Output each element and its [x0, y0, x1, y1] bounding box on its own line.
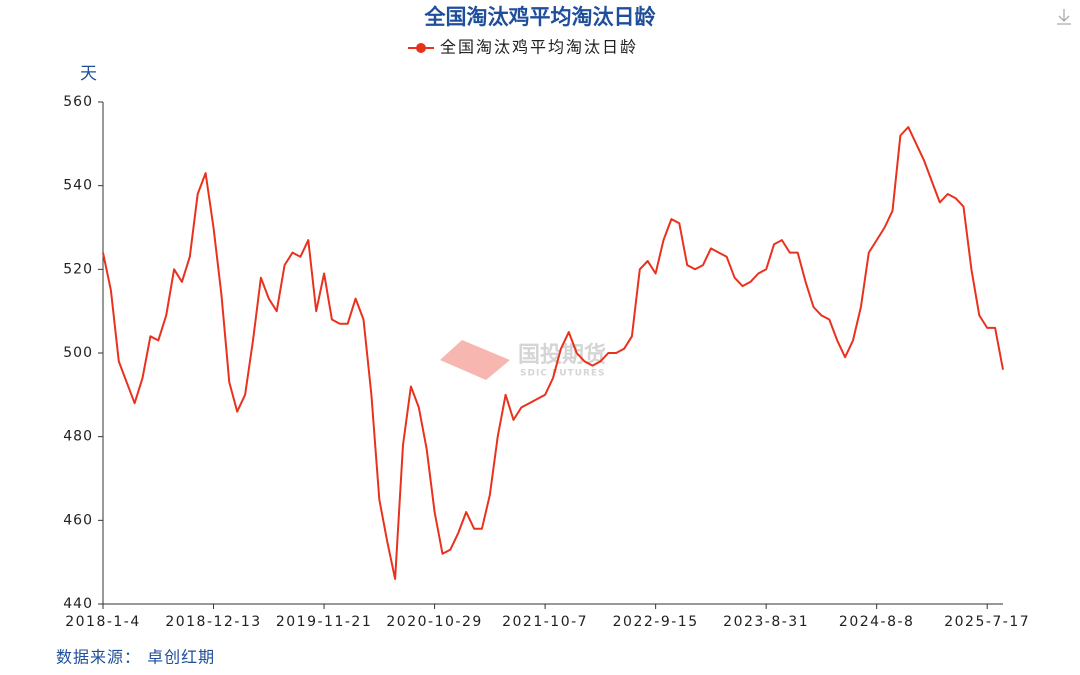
download-icon[interactable]	[1057, 9, 1071, 25]
x-tick-label: 2020-10-29	[386, 614, 482, 630]
y-tick-label: 500	[63, 345, 93, 361]
chart-title: 全国淘汰鸡平均淘汰日龄	[424, 5, 657, 29]
legend-label: 全国淘汰鸡平均淘汰日龄	[440, 38, 638, 57]
y-unit: 天	[80, 64, 97, 84]
series-line	[102, 126, 1004, 580]
source: 数据来源： 卓创红期	[56, 648, 215, 667]
y-tick-label: 480	[63, 429, 93, 445]
x-tick-label: 2018-1-4	[65, 614, 141, 630]
x-tick-label: 2018-12-13	[165, 614, 261, 630]
x-tick-label: 2023-8-31	[723, 614, 809, 630]
x-tick-label: 2021-10-7	[502, 614, 588, 630]
x-tick-label: 2019-11-21	[276, 614, 372, 630]
y-tick-label: 440	[63, 596, 93, 612]
x-tick-label: 2025-7-17	[944, 614, 1030, 630]
x-tick-label: 2022-9-15	[613, 614, 699, 630]
y-tick-label: 520	[63, 261, 93, 277]
legend-marker	[416, 43, 426, 53]
y-tick-label: 560	[63, 94, 93, 110]
y-tick-label: 540	[63, 178, 93, 194]
watermark-sub: SDIC FUTURES	[520, 369, 606, 379]
watermark: 国投期货 SDIC FUTURES	[440, 340, 606, 380]
y-tick-label: 460	[63, 512, 93, 528]
x-tick-label: 2024-8-8	[839, 614, 915, 630]
